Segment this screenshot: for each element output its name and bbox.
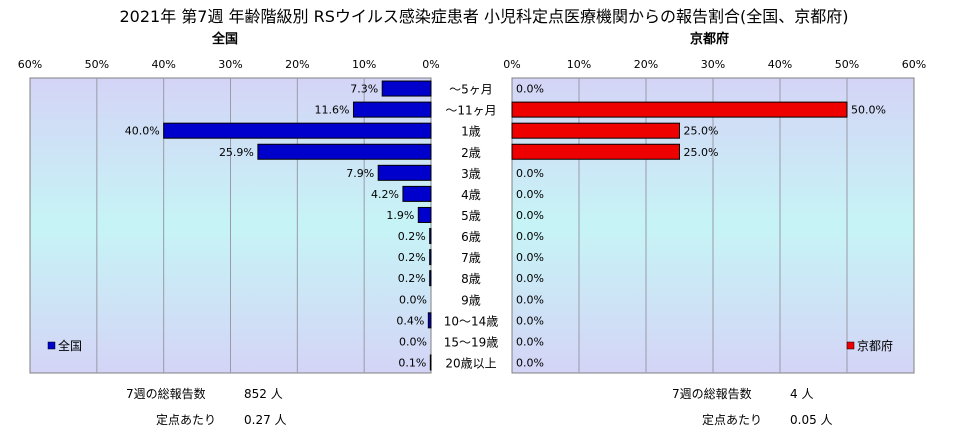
right-data-label: 0.0% <box>516 272 544 285</box>
left-data-label: 7.3% <box>350 83 378 96</box>
category-label: 7歳 <box>461 251 481 265</box>
left-legend-swatch <box>47 341 56 350</box>
left-per-value: 0.27 人 <box>244 413 287 427</box>
category-label: ～11ヶ月 <box>445 104 496 118</box>
category-label: 3歳 <box>461 167 481 181</box>
left-bar <box>427 312 432 329</box>
right-data-label: 0.0% <box>516 314 544 327</box>
category-label: 2歳 <box>461 146 481 160</box>
left-bar <box>257 143 432 160</box>
left-data-label: 11.6% <box>315 104 350 117</box>
left-bar <box>402 185 432 202</box>
left-total-label: 7週の総報告数 <box>126 387 206 401</box>
right-per-label: 定点あたり <box>702 413 763 427</box>
right-bar <box>511 143 680 160</box>
left-bar <box>377 164 432 181</box>
left-bar <box>352 101 432 118</box>
left-bar <box>429 249 432 266</box>
left-data-label: 0.1% <box>398 356 426 369</box>
right-data-label: 0.0% <box>516 83 544 96</box>
left-tick-label: 10% <box>352 58 376 71</box>
category-label: 9歳 <box>461 293 481 307</box>
right-data-label: 25.0% <box>684 146 719 159</box>
right-bar <box>511 122 680 139</box>
right-data-label: 0.0% <box>516 188 544 201</box>
category-label: 8歳 <box>461 272 481 286</box>
left-tick-label: 30% <box>218 58 242 71</box>
right-tick-label: 60% <box>902 58 926 71</box>
category-label: 4歳 <box>461 188 481 202</box>
right-data-label: 0.0% <box>516 230 544 243</box>
left-bar <box>163 122 432 139</box>
left-data-label: 0.4% <box>396 314 424 327</box>
right-data-label: 0.0% <box>516 356 544 369</box>
left-total-value: 852 人 <box>244 387 283 401</box>
left-data-label: 40.0% <box>125 125 160 138</box>
left-bar <box>429 228 432 245</box>
right-data-label: 0.0% <box>516 293 544 306</box>
left-data-label: 0.0% <box>399 335 427 348</box>
left-data-label: 0.0% <box>399 293 427 306</box>
right-tick-label: 30% <box>701 58 725 71</box>
right-data-label: 0.0% <box>516 335 544 348</box>
left-tick-label: 50% <box>85 58 109 71</box>
left-panel-title: 全国 <box>212 32 239 47</box>
right-per-value: 0.05 人 <box>790 413 833 427</box>
left-data-label: 0.2% <box>398 251 426 264</box>
right-data-label: 0.0% <box>516 251 544 264</box>
right-data-label: 0.0% <box>516 209 544 222</box>
left-data-label: 0.2% <box>398 272 426 285</box>
right-total-label: 7週の総報告数 <box>672 387 752 401</box>
left-legend-label: 全国 <box>58 338 82 353</box>
left-data-label: 7.9% <box>346 167 374 180</box>
left-per-label: 定点あたり <box>156 413 217 427</box>
left-bar <box>417 206 432 223</box>
category-label: 1歳 <box>461 125 481 139</box>
right-tick-label: 0% <box>503 58 520 71</box>
chart-title: 2021年 第7週 年齢階級別 RSウイルス感染症患者 小児科定点医療機関からの… <box>119 7 849 26</box>
category-label: 6歳 <box>461 230 481 244</box>
right-data-label: 25.0% <box>684 125 719 138</box>
right-legend-swatch <box>846 341 855 350</box>
left-data-label: 0.2% <box>398 230 426 243</box>
right-tick-label: 50% <box>835 58 859 71</box>
right-data-label: 0.0% <box>516 167 544 180</box>
category-label: 5歳 <box>461 209 481 223</box>
right-total-value: 4 人 <box>790 387 814 401</box>
right-legend-label: 京都府 <box>857 338 893 353</box>
left-bar <box>381 80 432 97</box>
left-data-label: 25.9% <box>219 146 254 159</box>
left-data-label: 4.2% <box>371 188 399 201</box>
right-data-label: 50.0% <box>851 104 886 117</box>
left-tick-label: 40% <box>151 58 175 71</box>
category-label: 20歳以上 <box>445 356 496 370</box>
left-tick-label: 0% <box>422 58 439 71</box>
right-tick-label: 10% <box>567 58 591 71</box>
left-tick-label: 20% <box>285 58 309 71</box>
right-bar <box>511 101 848 118</box>
right-tick-label: 20% <box>634 58 658 71</box>
category-label: ～5ヶ月 <box>449 83 493 97</box>
left-bar <box>429 270 432 287</box>
left-tick-label: 60% <box>18 58 42 71</box>
category-label: 15～19歳 <box>444 335 499 349</box>
left-data-label: 1.9% <box>386 209 414 222</box>
right-panel-title: 京都府 <box>690 32 730 47</box>
category-label: 10～14歳 <box>444 314 499 328</box>
right-tick-label: 40% <box>768 58 792 71</box>
left-bar <box>429 354 432 371</box>
